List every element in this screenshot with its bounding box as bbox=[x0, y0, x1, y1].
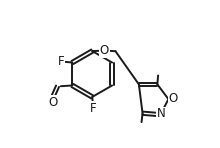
Text: F: F bbox=[90, 102, 96, 115]
Text: O: O bbox=[100, 44, 109, 57]
Text: N: N bbox=[157, 107, 165, 120]
Text: O: O bbox=[48, 96, 57, 109]
Text: O: O bbox=[169, 92, 178, 105]
Text: F: F bbox=[58, 55, 65, 68]
